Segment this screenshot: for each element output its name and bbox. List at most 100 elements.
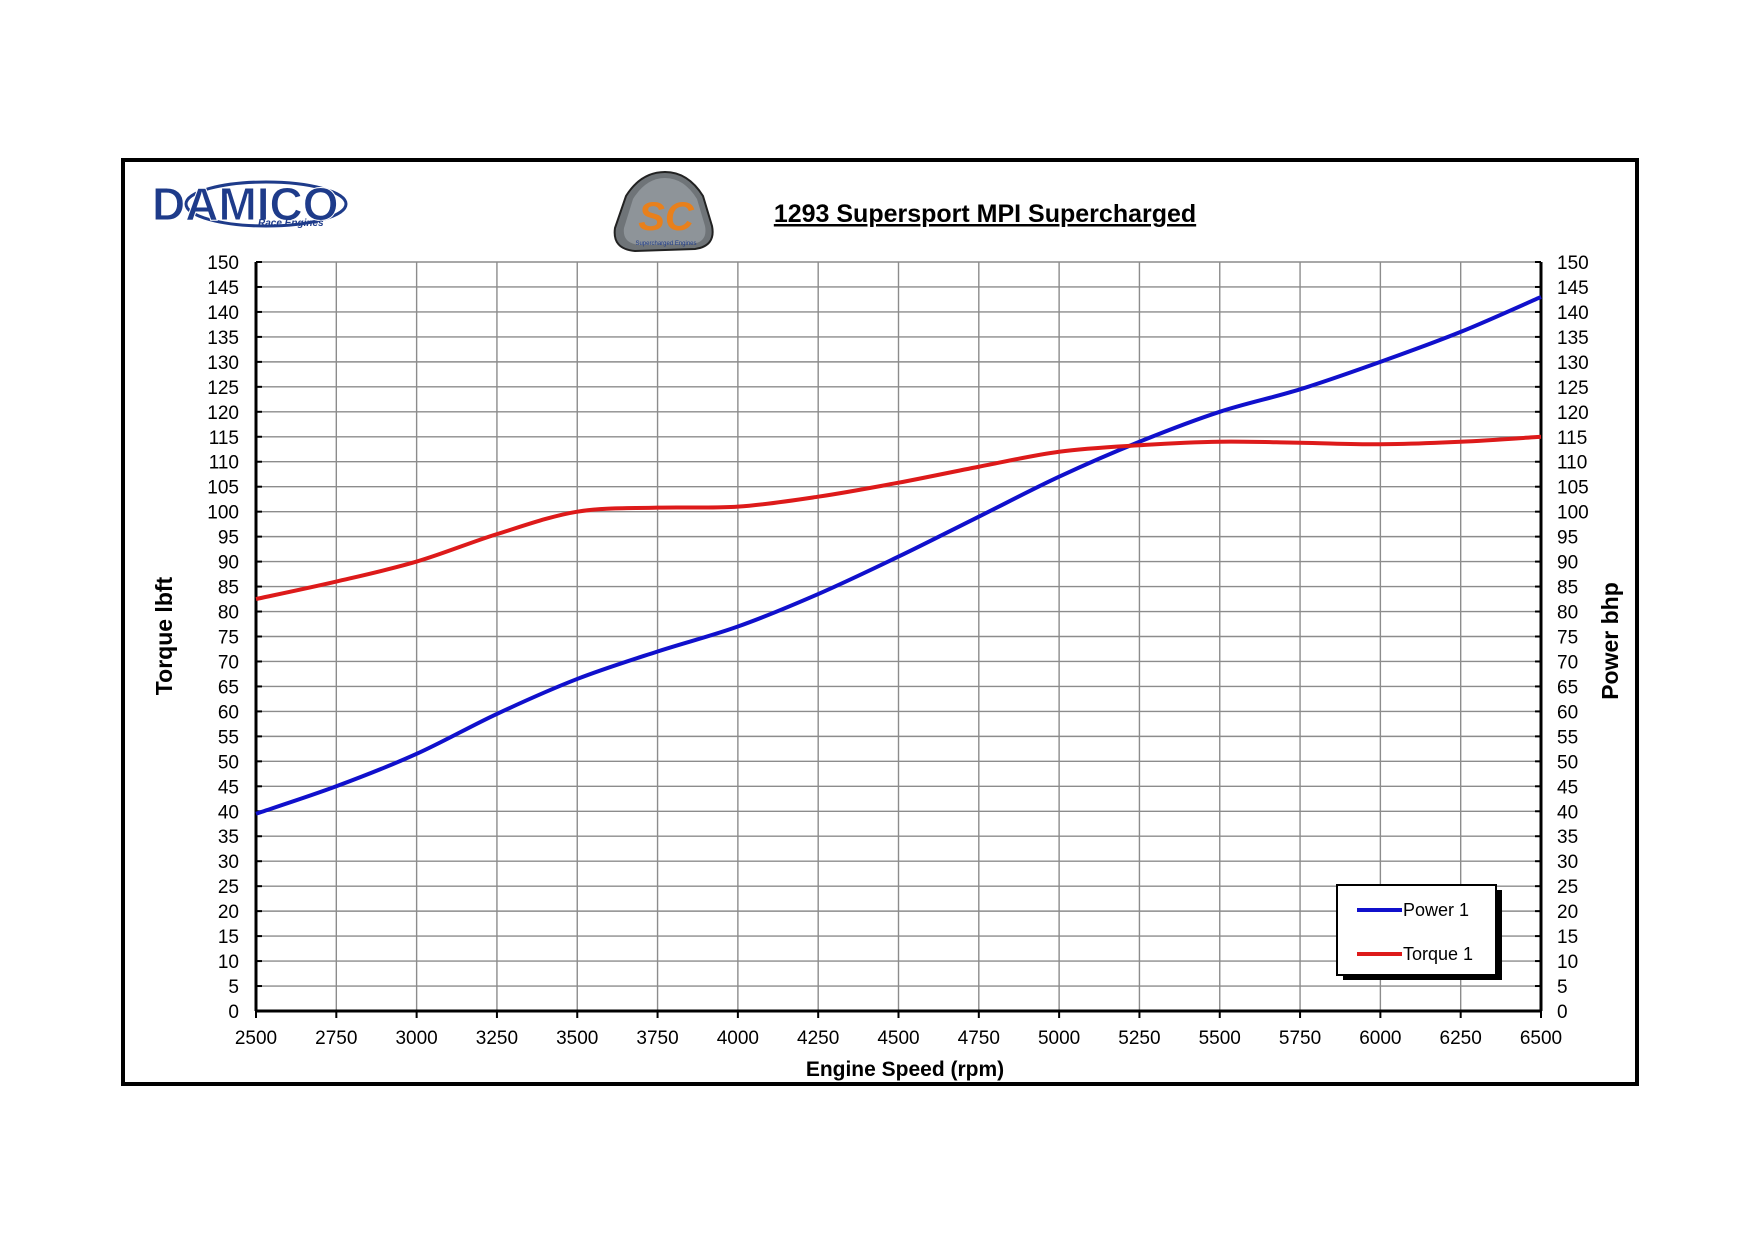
damico-logo-subtext: Race Engines xyxy=(258,218,324,229)
y-tick-label-right: 125 xyxy=(1557,378,1589,399)
series-lines xyxy=(255,295,1542,816)
sc-badge-small-text: Supercharged Engines xyxy=(635,241,696,247)
y-tick-label-left: 10 xyxy=(218,952,239,973)
y-tick-label-left: 145 xyxy=(207,278,239,299)
x-tick-label: 5750 xyxy=(1279,1028,1321,1049)
y-tick-label-right: 110 xyxy=(1557,453,1587,474)
x-tick-label: 6250 xyxy=(1440,1028,1482,1049)
y-tick-label-left: 100 xyxy=(207,503,239,524)
y-tick-label-left: 45 xyxy=(218,777,239,798)
y-axis-right-title: Power bhp xyxy=(1597,582,1623,700)
x-tick-label: 3250 xyxy=(476,1028,518,1049)
x-tick-label: 3000 xyxy=(395,1028,437,1049)
y-tick-label-right: 15 xyxy=(1557,927,1578,948)
y-tick-label-left: 0 xyxy=(228,1002,239,1023)
y-tick-label-right: 20 xyxy=(1557,902,1578,923)
y-tick-label-left: 60 xyxy=(218,702,239,723)
y-tick-label-left: 150 xyxy=(207,253,239,274)
y-tick-label-right: 5 xyxy=(1557,977,1568,998)
y-tick-label-right: 25 xyxy=(1557,877,1578,898)
y-tick-label-left: 80 xyxy=(218,603,239,624)
x-tick-label: 5000 xyxy=(1038,1028,1080,1049)
y-tick-label-right: 50 xyxy=(1557,752,1578,773)
y-tick-label-left: 15 xyxy=(218,927,239,948)
y-tick-label-right: 45 xyxy=(1557,777,1578,798)
y-tick-label-left: 65 xyxy=(218,677,239,698)
y-tick-label-right: 105 xyxy=(1557,478,1589,499)
y-tick-label-right: 0 xyxy=(1557,1002,1568,1023)
y-tick-label-left: 50 xyxy=(218,752,239,773)
x-axis-title: Engine Speed (rpm) xyxy=(806,1058,1004,1081)
legend-label-power: Power 1 xyxy=(1403,900,1469,920)
y-tick-label-left: 70 xyxy=(218,652,239,673)
axes xyxy=(254,261,1543,1018)
x-tick-label: 2750 xyxy=(315,1028,357,1049)
y-tick-label-right: 135 xyxy=(1557,328,1589,349)
x-tick-label: 6500 xyxy=(1520,1028,1562,1049)
x-tick-label: 5250 xyxy=(1118,1028,1160,1049)
y-tick-label-left: 120 xyxy=(207,403,239,424)
y-tick-label-right: 35 xyxy=(1557,827,1578,848)
y-tick-label-right: 70 xyxy=(1557,652,1578,673)
chart-title: 1293 Supersport MPI Supercharged xyxy=(774,200,1196,228)
power-line xyxy=(255,295,1542,816)
damico-logo: DAMICO Race Engines xyxy=(152,178,348,231)
y-tick-label-left: 105 xyxy=(207,478,239,499)
y-tick-label-right: 95 xyxy=(1557,528,1578,549)
y-tick-label-left: 5 xyxy=(228,977,239,998)
y-tick-label-right: 130 xyxy=(1557,353,1589,374)
x-tick-label: 3500 xyxy=(556,1028,598,1049)
y-tick-label-right: 80 xyxy=(1557,603,1578,624)
y-tick-label-right: 60 xyxy=(1557,702,1578,723)
y-tick-label-left: 40 xyxy=(218,802,239,823)
y-tick-label-left: 55 xyxy=(218,727,239,748)
y-tick-label-right: 40 xyxy=(1557,802,1578,823)
legend: Power 1 Torque 1 xyxy=(1336,884,1502,980)
y-tick-label-right: 30 xyxy=(1557,852,1578,873)
y-tick-label-right: 85 xyxy=(1557,578,1578,599)
x-tick-label: 3750 xyxy=(636,1028,678,1049)
legend-item-torque: Torque 1 xyxy=(1357,944,1473,964)
legend-item-power: Power 1 xyxy=(1357,900,1469,920)
legend-label-torque: Torque 1 xyxy=(1403,944,1473,964)
y-tick-label-left: 135 xyxy=(207,328,239,349)
x-tick-label: 4000 xyxy=(717,1028,759,1049)
y-tick-label-right: 75 xyxy=(1557,628,1578,649)
y-axis-left-title: Torque lbft xyxy=(151,576,177,695)
y-tick-label-right: 10 xyxy=(1557,952,1578,973)
y-tick-label-left: 30 xyxy=(218,852,239,873)
x-tick-label: 4750 xyxy=(958,1028,1000,1049)
x-tick-label: 4250 xyxy=(797,1028,839,1049)
y-tick-label-left: 95 xyxy=(218,528,239,549)
y-tick-label-left: 130 xyxy=(207,353,239,374)
y-tick-label-left: 125 xyxy=(207,378,239,399)
y-tick-label-right: 150 xyxy=(1557,253,1589,274)
sc-badge-letters: SC xyxy=(638,195,695,239)
y-tick-label-right: 120 xyxy=(1557,403,1589,424)
y-tick-label-right: 55 xyxy=(1557,727,1578,748)
torque-line xyxy=(255,434,1542,602)
y-tick-label-right: 90 xyxy=(1557,553,1578,574)
y-tick-label-left: 115 xyxy=(209,428,239,449)
y-tick-label-right: 100 xyxy=(1557,503,1589,524)
sc-badge-logo: SC Supercharged Engines xyxy=(613,170,714,253)
y-tick-label-left: 110 xyxy=(209,453,239,474)
y-tick-label-right: 115 xyxy=(1557,428,1587,449)
y-tick-label-right: 140 xyxy=(1557,303,1589,324)
x-tick-label: 2500 xyxy=(235,1028,277,1049)
damico-logo-text: DAMICO xyxy=(152,178,339,230)
y-tick-label-right: 145 xyxy=(1557,278,1589,299)
x-tick-label: 4500 xyxy=(877,1028,919,1049)
y-tick-label-left: 140 xyxy=(207,303,239,324)
x-tick-label: 6000 xyxy=(1359,1028,1401,1049)
y-tick-label-left: 20 xyxy=(218,902,239,923)
y-tick-label-left: 90 xyxy=(218,553,239,574)
y-tick-label-left: 25 xyxy=(218,877,239,898)
y-tick-label-left: 35 xyxy=(218,827,239,848)
x-tick-label: 5500 xyxy=(1199,1028,1241,1049)
y-tick-label-right: 65 xyxy=(1557,677,1578,698)
y-tick-label-left: 75 xyxy=(218,628,239,649)
y-tick-label-left: 85 xyxy=(218,578,239,599)
